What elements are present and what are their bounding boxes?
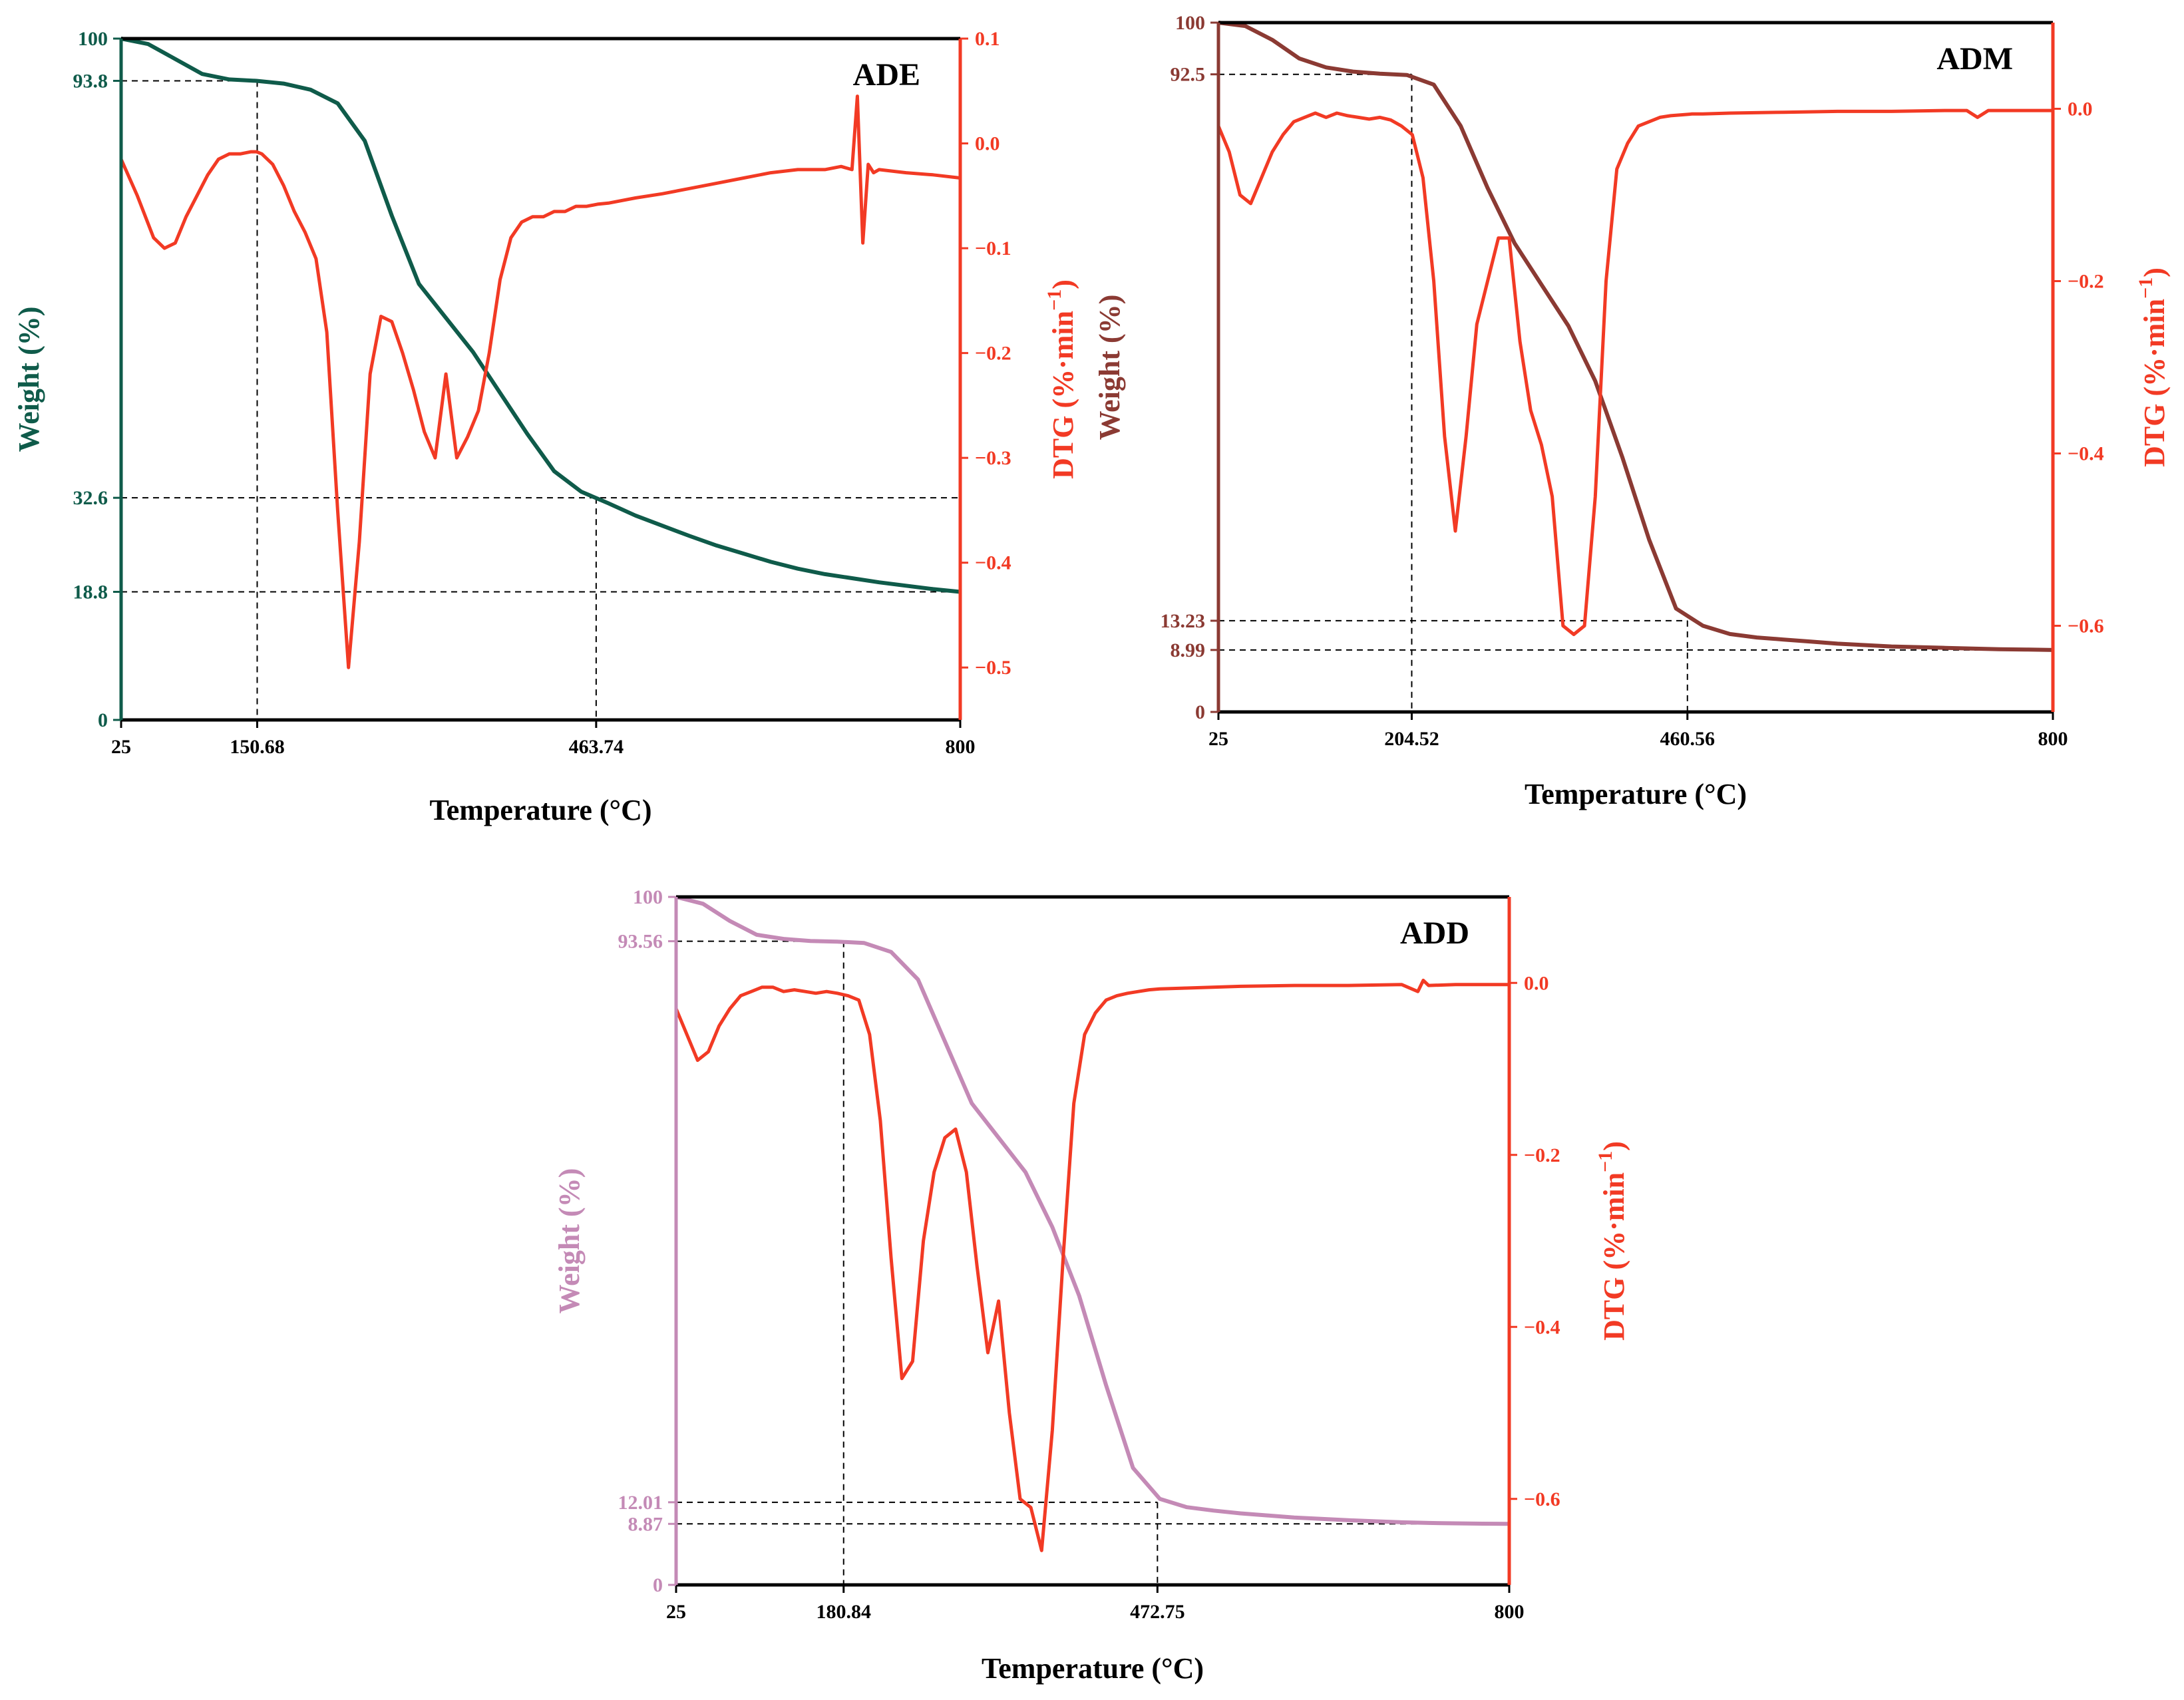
y-axis-title-right-main: DTG (%·min xyxy=(2138,299,2171,467)
x-axis-title: Temperature (°C) xyxy=(1525,778,1747,810)
left-tick-label: 0 xyxy=(1195,701,1205,723)
right-tick-label: −0.5 xyxy=(975,657,1011,679)
left-tick-label: 0 xyxy=(653,1574,663,1596)
x-tick-label: 800 xyxy=(1495,1601,1525,1623)
x-tick-label: 463.74 xyxy=(569,736,624,758)
x-tick-label: 204.52 xyxy=(1384,728,1439,750)
y-axis-title-left: Weight (%) xyxy=(1093,295,1126,440)
left-tick-label: 8.87 xyxy=(628,1513,663,1535)
right-tick-label: −0.2 xyxy=(2068,271,2104,293)
y-axis-title-right-end: ) xyxy=(2138,267,2171,277)
left-tick-label: 18.8 xyxy=(73,581,108,603)
y-axis-title-right-sup: −1 xyxy=(1594,1151,1616,1172)
y-axis-title-right-end: ) xyxy=(1598,1141,1630,1151)
x-tick-label: 800 xyxy=(2038,728,2068,750)
x-axis-title: Temperature (°C) xyxy=(429,794,651,826)
y-axis-title-left: Weight (%) xyxy=(553,1168,586,1314)
x-tick-label: 472.75 xyxy=(1130,1601,1185,1623)
right-tick-label: −0.4 xyxy=(975,552,1011,574)
y-axis-title-right: DTG (%·min−1) xyxy=(1043,279,1079,479)
right-tick-label: 0.1 xyxy=(975,28,1000,50)
weight-curve xyxy=(675,895,1510,1526)
panel-label: ADD xyxy=(1400,916,1469,951)
panel-label: ADM xyxy=(1936,41,2013,77)
y-axis-title-right: DTG (%·min−1) xyxy=(2135,267,2171,467)
y-axis-title-right-main: DTG (%·min xyxy=(1598,1172,1630,1341)
x-tick-label: 25 xyxy=(111,736,131,758)
left-tick-label: 92.5 xyxy=(1171,64,1206,86)
left-tick-label: 8.99 xyxy=(1171,639,1206,661)
left-tick-label: 13.23 xyxy=(1161,610,1206,632)
x-axis-title: Temperature (°C) xyxy=(982,1652,1204,1685)
left-tick-label: 93.8 xyxy=(73,70,108,92)
right-tick-label: −0.3 xyxy=(975,447,1011,469)
dtg-curve xyxy=(1216,108,2053,636)
left-tick-label: 100 xyxy=(78,28,108,50)
left-tick-label: 100 xyxy=(633,886,663,908)
right-tick-label: 0.0 xyxy=(2068,98,2093,120)
right-tick-label: 0.0 xyxy=(1524,972,1549,994)
x-tick-label: 460.56 xyxy=(1660,728,1716,750)
right-tick-label: −0.2 xyxy=(975,343,1011,365)
weight-curve xyxy=(1218,21,2054,652)
dtg-curve xyxy=(119,94,961,669)
x-tick-label: 25 xyxy=(666,1601,686,1623)
x-tick-label: 25 xyxy=(1208,728,1228,750)
right-tick-label: −0.4 xyxy=(1524,1316,1560,1338)
right-tick-label: −0.2 xyxy=(1524,1144,1560,1166)
left-tick-label: 93.56 xyxy=(618,931,663,953)
left-tick-label: 32.6 xyxy=(73,487,108,509)
weight-curve xyxy=(120,37,961,594)
y-axis-title-right: DTG (%·min−1) xyxy=(1594,1141,1630,1341)
y-axis-title-right-main: DTG (%·min xyxy=(1047,311,1079,479)
y-axis-title-left: Weight (%) xyxy=(13,307,45,452)
left-tick-label: 100 xyxy=(1175,12,1205,34)
left-tick-label: 12.01 xyxy=(618,1492,663,1514)
chart-panel-ade: 25 150.68 463.74 800 0 18.8 32.6 93.8 100 0.1 0.0 −… xyxy=(13,28,1079,826)
chart-panel-adm: 25 204.52 460.56 800 0 8.99 13.23 92.5 100 0.0 −0.… xyxy=(1093,12,2171,810)
left-tick-label: 0 xyxy=(98,709,108,731)
right-tick-label: −0.1 xyxy=(975,238,1011,259)
dtg-curve xyxy=(674,978,1509,1552)
y-axis-title-right-sup: −1 xyxy=(1043,289,1065,311)
right-tick-label: −0.6 xyxy=(2068,615,2104,637)
x-tick-label: 800 xyxy=(946,736,976,758)
right-tick-label: −0.4 xyxy=(2068,443,2104,465)
panel-label: ADE xyxy=(853,57,920,92)
x-tick-label: 180.84 xyxy=(817,1601,872,1623)
right-tick-label: −0.6 xyxy=(1524,1488,1560,1510)
y-axis-title-right-sup: −1 xyxy=(2135,277,2157,299)
y-axis-title-right-end: ) xyxy=(1047,279,1079,289)
x-tick-label: 150.68 xyxy=(230,736,285,758)
right-tick-label: 0.0 xyxy=(975,133,1000,155)
